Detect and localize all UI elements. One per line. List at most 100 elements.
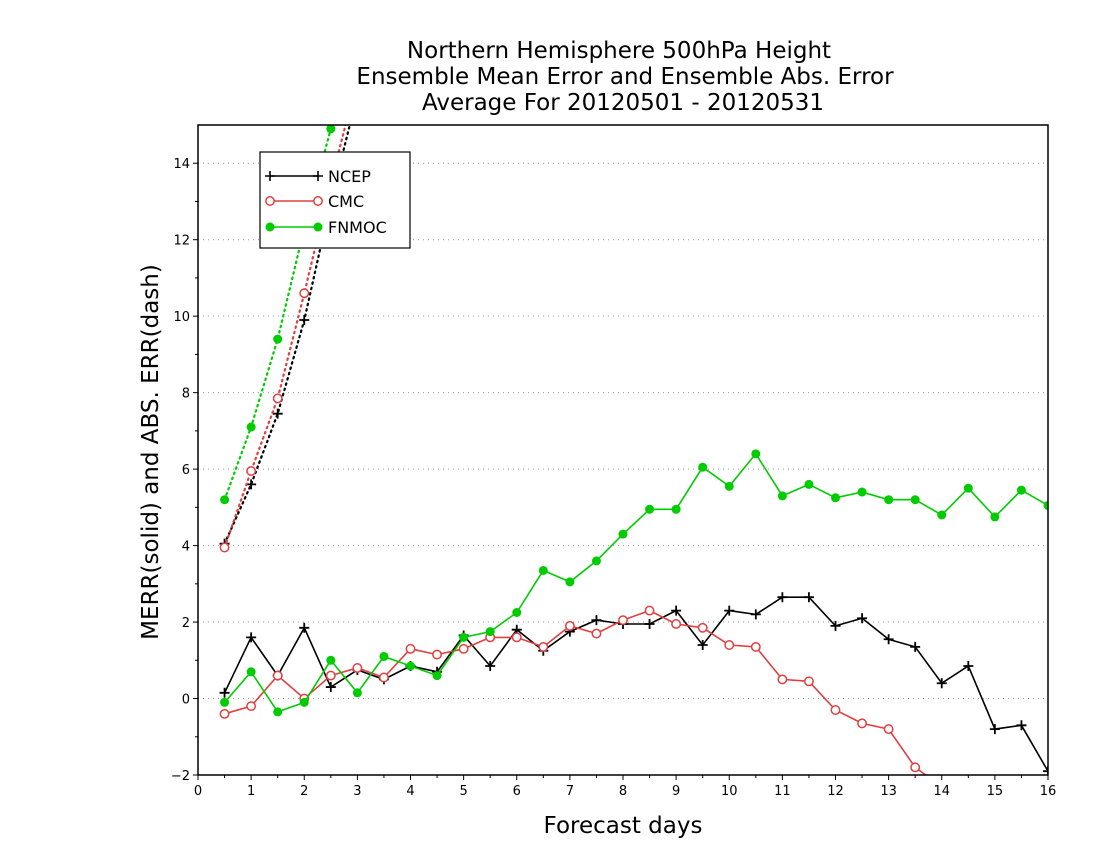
legend-box — [259, 151, 411, 249]
abs-error-line-ncep — [223, 125, 351, 545]
mean-error-point-fnmoc — [273, 707, 283, 717]
y-tick-label: 0 — [182, 693, 190, 708]
mean-error-point-cmc — [777, 674, 788, 685]
abs-error-point-cmc — [219, 542, 230, 553]
x-tick-label: 7 — [566, 784, 574, 799]
mean-error-point-fnmoc — [591, 556, 601, 566]
mean-error-point-ncep — [671, 605, 682, 616]
y-tick-label: 4 — [182, 540, 190, 555]
legend-label-cmc: CMC — [328, 192, 364, 211]
mean-error-line-fnmoc — [223, 452, 1048, 713]
mean-error-point-fnmoc — [724, 481, 734, 491]
mean-error-point-ncep — [485, 661, 496, 672]
abs-error-point-cmc — [272, 393, 283, 404]
mean-error-point-fnmoc — [698, 462, 708, 472]
y-axis-ticks: −2 0 2 4 6 8 10 12 14 — [171, 157, 198, 784]
mean-error-point-fnmoc — [671, 504, 681, 514]
mean-error-point-fnmoc — [246, 667, 256, 677]
mean-error-point-ncep — [989, 724, 1000, 735]
abs-error-line-cmc — [223, 125, 347, 549]
mean-error-point-ncep — [963, 661, 974, 672]
x-axis-ticks: 0 1 2 3 4 5 6 7 8 9 10 11 12 13 14 15 16 — [194, 775, 1056, 799]
mean-error-point-ncep — [724, 605, 735, 616]
x-tick-label: 15 — [987, 784, 1004, 799]
y-tick-label: 8 — [182, 387, 190, 402]
mean-error-point-ncep — [830, 620, 841, 631]
mean-error-point-ncep — [1043, 766, 1048, 775]
abs-error-point-fnmoc — [353, 25, 362, 34]
mean-error-point-fnmoc — [538, 565, 548, 575]
legend: NCEP CMC FNMOC — [259, 151, 411, 249]
mean-error-point-fnmoc — [432, 671, 442, 681]
mean-error-point-cmc — [830, 705, 841, 715]
x-tick-label: 1 — [247, 784, 255, 799]
y-tick-label: 10 — [173, 310, 190, 325]
x-tick-label: 9 — [672, 784, 680, 799]
mean-error-point-ncep — [936, 678, 947, 689]
mean-error-point-cmc — [405, 643, 416, 654]
legend-marker-cmc — [265, 196, 275, 206]
abs-error-point-ncep — [272, 408, 283, 419]
mean-error-point-cmc — [644, 605, 655, 616]
x-tick-label: 8 — [619, 784, 627, 799]
mean-error-point-ncep — [246, 632, 257, 643]
mean-error-point-ncep — [910, 641, 921, 652]
mean-error-point-fnmoc — [379, 651, 389, 661]
x-tick-label: 10 — [721, 784, 738, 799]
mean-error-point-cmc — [511, 632, 522, 643]
mean-error-point-cmc — [458, 643, 469, 654]
y-axis-label: MERR(solid) and ABS. ERR(dash) — [138, 264, 164, 640]
mean-error-point-cmc — [618, 615, 628, 626]
mean-error-point-cmc — [857, 718, 868, 729]
mean-error-point-fnmoc — [565, 577, 575, 587]
mean-error-point-fnmoc — [512, 608, 522, 617]
mean-error-line-ncep — [223, 596, 1048, 772]
x-tick-label: 14 — [933, 784, 950, 799]
abs-error-point-cmc — [299, 288, 310, 299]
mean-error-point-fnmoc — [485, 627, 495, 637]
x-axis-label: Forecast days — [544, 813, 703, 839]
series-fnmoc — [220, 25, 1048, 717]
mean-error-point-cmc — [591, 628, 602, 639]
abs-error-line-fnmoc — [223, 125, 333, 501]
y-tick-label: 12 — [173, 234, 190, 249]
mean-error-line-cmc — [224, 609, 928, 775]
mean-error-point-cmc — [697, 622, 708, 633]
x-tick-label: 3 — [353, 784, 361, 799]
mean-error-point-ncep — [591, 615, 602, 626]
series-cmc — [219, 125, 928, 775]
mean-error-point-ncep — [219, 687, 230, 698]
legend-marker-ncep — [265, 171, 323, 181]
mean-error-point-fnmoc — [937, 510, 947, 520]
mean-error-point-ncep — [883, 634, 894, 645]
x-tick-label: 0 — [194, 784, 202, 799]
mean-error-point-cmc — [432, 649, 443, 660]
abs-error-point-fnmoc — [246, 422, 256, 432]
mean-error-point-fnmoc — [963, 483, 973, 493]
mean-error-point-cmc — [538, 641, 549, 652]
mean-error-point-cmc — [378, 672, 389, 683]
mean-error-point-ncep — [803, 592, 814, 603]
abs-error-point-ncep — [246, 479, 257, 490]
gridlines — [198, 162, 1048, 776]
mean-error-point-cmc — [750, 641, 761, 652]
mean-error-point-ncep — [644, 618, 655, 629]
x-tick-label: 5 — [459, 784, 467, 799]
mean-error-point-ncep — [857, 613, 868, 624]
abs-error-point-fnmoc — [273, 334, 283, 344]
mean-error-point-cmc — [564, 620, 575, 631]
mean-error-point-fnmoc — [804, 479, 814, 489]
legend-item-ncep: NCEP — [265, 167, 371, 186]
x-tick-label: 16 — [1040, 784, 1057, 799]
x-tick-label: 6 — [513, 784, 521, 799]
legend-label-fnmoc: FNMOC — [328, 218, 387, 237]
mean-error-point-cmc — [724, 640, 735, 650]
chart-title-line-2: Ensemble Mean Error and Ensemble Abs. Er… — [356, 64, 894, 90]
mean-error-point-fnmoc — [645, 504, 655, 514]
mean-error-point-fnmoc — [857, 487, 867, 497]
mean-error-point-fnmoc — [1016, 485, 1026, 495]
mean-error-point-ncep — [325, 682, 336, 693]
legend-marker-fnmoc-right — [313, 222, 323, 232]
legend-label-ncep: NCEP — [328, 167, 371, 186]
y-tick-label: −2 — [171, 769, 190, 784]
